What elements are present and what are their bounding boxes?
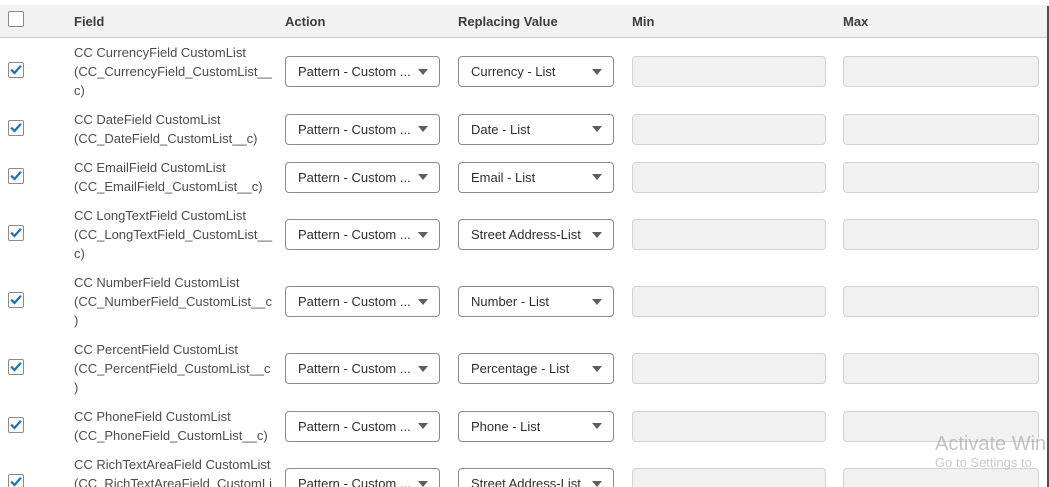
min-input[interactable] <box>632 161 826 193</box>
chevron-down-icon <box>418 365 428 372</box>
chevron-down-icon <box>592 298 602 305</box>
row-checkbox[interactable] <box>8 292 24 308</box>
min-input[interactable] <box>632 56 826 87</box>
min-input[interactable] <box>632 468 826 487</box>
chevron-down-icon <box>592 480 602 487</box>
max-input[interactable] <box>843 410 1039 442</box>
chevron-down-icon <box>592 126 602 132</box>
row-checkbox[interactable] <box>8 416 24 433</box>
field-name: CC NumberField CustomList (CC_NumberFiel… <box>74 275 272 328</box>
field-name: CC PercentField CustomList (CC_PercentFi… <box>74 342 271 395</box>
row-checkbox[interactable] <box>8 225 24 241</box>
row-checkbox[interactable] <box>8 359 24 375</box>
column-header-max: Max <box>843 13 869 29</box>
column-header-action: Action <box>285 13 326 29</box>
max-input[interactable] <box>843 353 1039 384</box>
table-row: CC RichTextAreaField CustomList (CC_Rich… <box>0 450 1049 487</box>
max-input[interactable] <box>843 56 1039 87</box>
chevron-down-icon <box>418 174 428 180</box>
chevron-down-icon <box>592 174 602 180</box>
check-icon <box>10 362 22 372</box>
chevron-down-icon <box>592 231 602 238</box>
action-dropdown[interactable]: Pattern - Custom ... <box>285 113 440 145</box>
column-header-field: Field <box>74 13 105 29</box>
replacing-value-dropdown[interactable]: Email - List <box>458 161 614 193</box>
max-input[interactable] <box>843 113 1039 145</box>
min-input[interactable] <box>632 113 826 145</box>
table-row: CC DateField CustomList (CC_DateField_Cu… <box>0 105 1049 153</box>
field-name: CC RichTextAreaField CustomList (CC_Rich… <box>74 457 272 487</box>
field-name: CC PhoneField CustomList (CC_PhoneField_… <box>74 409 268 443</box>
check-icon <box>10 295 22 305</box>
replacing-value-dropdown[interactable]: Street Address-List <box>458 219 614 250</box>
table-row: CC LongTextField CustomList (CC_LongText… <box>0 201 1049 268</box>
row-checkbox[interactable] <box>8 167 24 184</box>
min-input[interactable] <box>632 286 826 317</box>
table-row: CC EmailField CustomList (CC_EmailField_… <box>0 153 1049 201</box>
replacing-value-dropdown[interactable]: Date - List <box>458 113 614 145</box>
check-icon <box>10 122 22 133</box>
field-name: CC LongTextField CustomList (CC_LongText… <box>74 208 272 261</box>
replacing-value-dropdown[interactable]: Street Address-List <box>458 468 614 487</box>
replacing-value-dropdown[interactable]: Phone - List <box>458 410 614 442</box>
chevron-down-icon <box>418 68 428 75</box>
chevron-down-icon <box>418 480 428 487</box>
chevron-down-icon <box>592 423 602 429</box>
check-icon <box>10 419 22 430</box>
action-dropdown[interactable]: Pattern - Custom ... <box>285 353 440 384</box>
row-checkbox[interactable] <box>8 119 24 136</box>
action-dropdown[interactable]: Pattern - Custom ... <box>285 219 440 250</box>
action-dropdown[interactable]: Pattern - Custom ... <box>285 410 440 442</box>
replacing-value-dropdown[interactable]: Currency - List <box>458 56 614 87</box>
table-body: CC CurrencyField CustomList (CC_Currency… <box>0 38 1049 487</box>
column-header-replacing-value: Replacing Value <box>458 13 558 29</box>
table-header: Field Action Replacing Value Min Max <box>0 5 1049 38</box>
table-row: CC NumberField CustomList (CC_NumberFiel… <box>0 268 1049 335</box>
window-edge-line <box>1047 6 1049 487</box>
chevron-down-icon <box>418 231 428 238</box>
field-name: CC EmailField CustomList (CC_EmailField_… <box>74 160 263 194</box>
table-row: CC PercentField CustomList (CC_PercentFi… <box>0 335 1049 402</box>
max-input[interactable] <box>843 219 1039 250</box>
max-input[interactable] <box>843 286 1039 317</box>
column-header-min: Min <box>632 13 655 29</box>
action-dropdown[interactable]: Pattern - Custom ... <box>285 161 440 193</box>
min-input[interactable] <box>632 219 826 250</box>
check-icon <box>10 170 22 181</box>
replacing-value-dropdown[interactable]: Number - List <box>458 286 614 317</box>
field-name: CC CurrencyField CustomList (CC_Currency… <box>74 45 272 98</box>
check-icon <box>10 65 22 75</box>
row-checkbox[interactable] <box>8 62 24 78</box>
check-icon <box>10 228 22 238</box>
chevron-down-icon <box>592 68 602 75</box>
action-dropdown[interactable]: Pattern - Custom ... <box>285 56 440 87</box>
table-row: CC CurrencyField CustomList (CC_Currency… <box>0 38 1049 105</box>
min-input[interactable] <box>632 410 826 442</box>
chevron-down-icon <box>418 423 428 429</box>
check-icon <box>10 477 22 487</box>
chevron-down-icon <box>592 365 602 372</box>
table-row: CC PhoneField CustomList (CC_PhoneField_… <box>0 402 1049 450</box>
field-name: CC DateField CustomList (CC_DateField_Cu… <box>74 112 258 146</box>
max-input[interactable] <box>843 161 1039 193</box>
max-input[interactable] <box>843 468 1039 487</box>
replacing-value-dropdown[interactable]: Percentage - List <box>458 353 614 384</box>
select-all-checkbox[interactable] <box>8 10 24 27</box>
chevron-down-icon <box>418 126 428 132</box>
chevron-down-icon <box>418 298 428 305</box>
row-checkbox[interactable] <box>8 474 24 487</box>
action-dropdown[interactable]: Pattern - Custom ... <box>285 286 440 317</box>
min-input[interactable] <box>632 353 826 384</box>
action-dropdown[interactable]: Pattern - Custom ... <box>285 468 440 487</box>
